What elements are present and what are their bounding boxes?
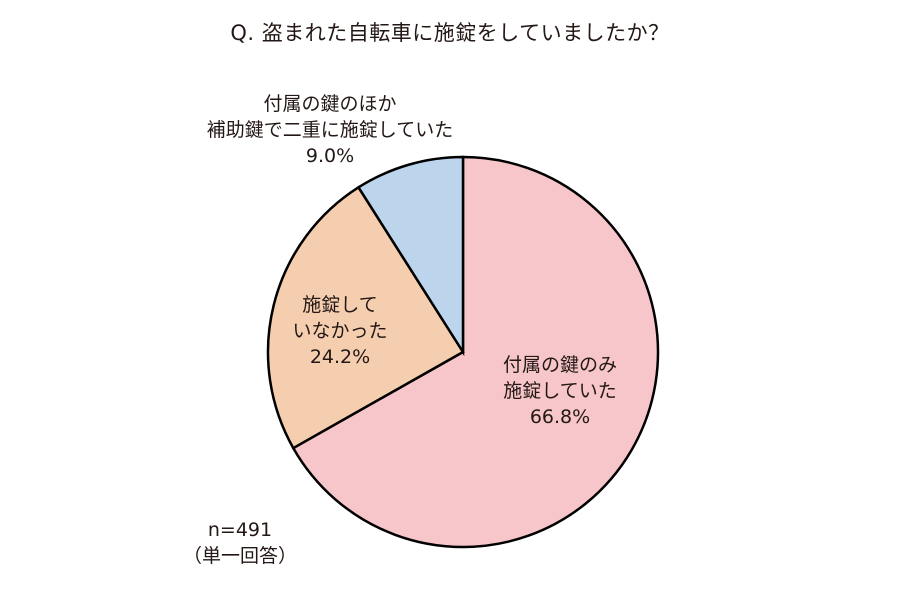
label-included-lock-only-line2: 施錠していた — [503, 380, 617, 402]
label-not-locked-line1: 施錠して — [302, 294, 378, 316]
label-double-lock-value: 9.0% — [305, 145, 355, 167]
answer-type: （単一回答） — [182, 545, 297, 567]
label-included-lock-only: 付属の鍵のみ 施錠していた 66.8% — [470, 352, 650, 430]
slice-not-locked — [266, 185, 465, 450]
sample-note: n=491 （単一回答） — [165, 517, 315, 569]
sample-size: n=491 — [207, 519, 273, 541]
slice-included-lock-only — [291, 155, 660, 549]
label-double-lock-line2: 補助鍵で二重に施錠していた — [206, 119, 454, 141]
label-not-locked: 施錠して いなかった 24.2% — [270, 292, 410, 370]
label-not-locked-value: 24.2% — [309, 346, 371, 368]
label-included-lock-only-line1: 付属の鍵のみ — [502, 354, 617, 376]
slice-double-lock — [356, 155, 465, 357]
label-not-locked-line2: いなかった — [292, 320, 388, 342]
label-included-lock-only-value: 66.8% — [529, 406, 591, 428]
label-double-lock-line1: 付属の鍵のほか — [263, 93, 397, 115]
label-double-lock: 付属の鍵のほか 補助鍵で二重に施錠していた 9.0% — [170, 91, 490, 169]
chart-title: Q. 盗まれた自転車に施錠をしていましたか？ — [230, 21, 670, 45]
